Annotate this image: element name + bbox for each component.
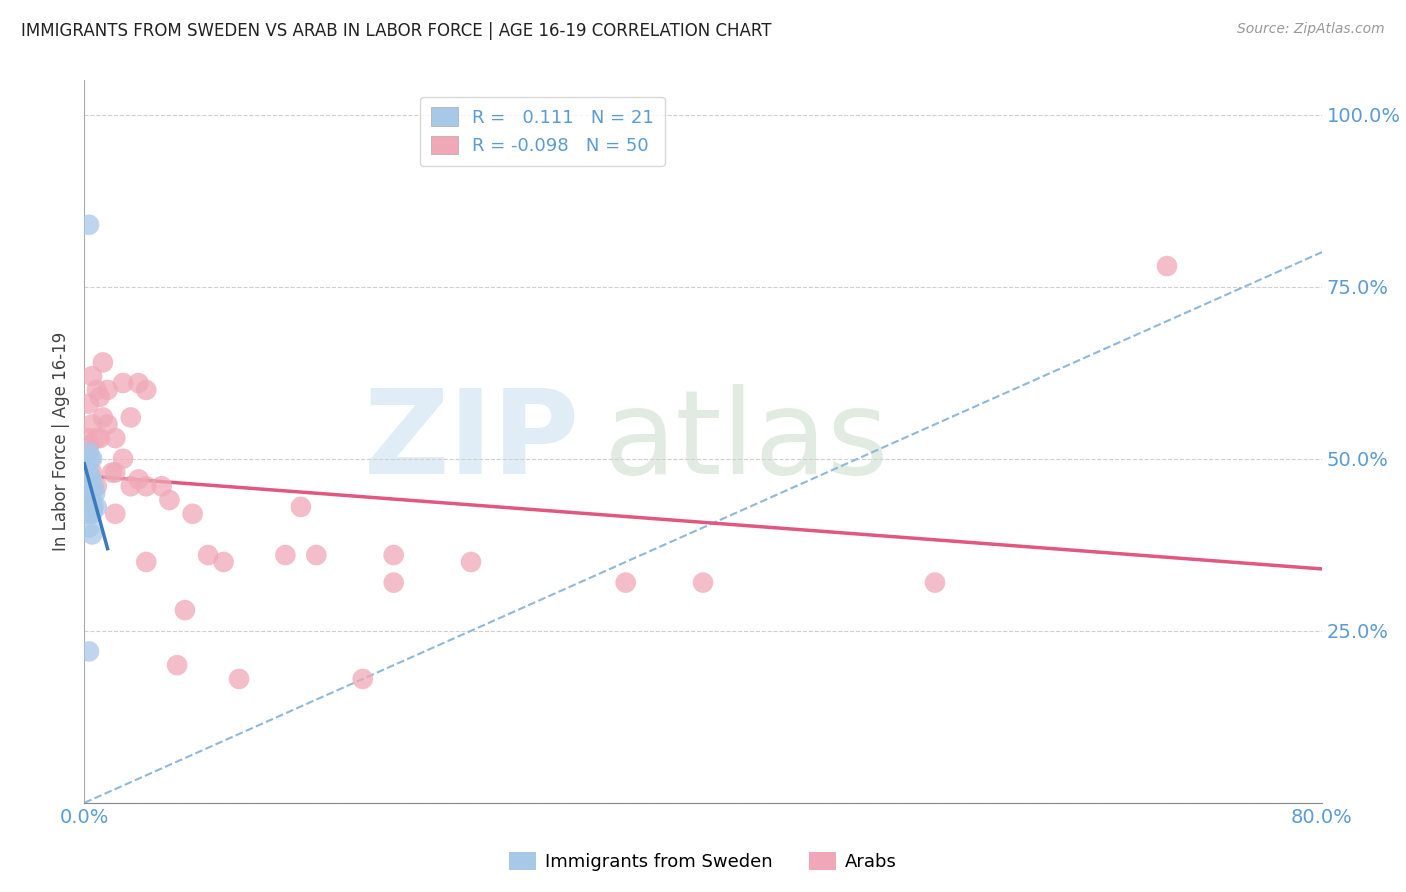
Y-axis label: In Labor Force | Age 16-19: In Labor Force | Age 16-19 (52, 332, 70, 551)
Point (101, 466, 124, 480)
Point (614, 575, 637, 590)
Point (76, 466, 98, 480)
Point (135, 479, 157, 493)
Point (228, 672, 250, 686)
Point (82, 417, 104, 432)
Point (135, 383, 157, 397)
Point (166, 658, 188, 673)
Legend: R =   0.111   N = 21, R = -0.098   N = 50: R = 0.111 N = 21, R = -0.098 N = 50 (419, 96, 665, 166)
Point (212, 555, 235, 569)
Point (382, 575, 405, 590)
Point (79, 451, 101, 466)
Point (84, 486, 107, 500)
Point (159, 493, 180, 508)
Point (127, 376, 149, 390)
Point (82, 493, 104, 508)
Point (79, 507, 101, 521)
Point (150, 479, 173, 493)
Point (77, 218, 100, 232)
Point (352, 672, 374, 686)
Point (79, 472, 101, 486)
Point (77, 479, 100, 493)
Point (83, 479, 105, 493)
Point (104, 466, 127, 480)
Point (77, 493, 100, 508)
Point (91, 410, 114, 425)
Point (290, 500, 312, 514)
Text: atlas: atlas (605, 384, 890, 499)
Point (112, 451, 135, 466)
Point (77, 644, 100, 658)
Point (112, 376, 135, 390)
Point (82, 466, 104, 480)
Point (77, 438, 100, 452)
Point (82, 507, 104, 521)
Point (86, 479, 108, 493)
Point (89, 390, 111, 404)
Point (77, 507, 100, 521)
Point (174, 603, 197, 617)
Point (77, 520, 100, 534)
Point (197, 548, 219, 562)
Point (82, 472, 104, 486)
Point (89, 431, 111, 445)
Point (82, 500, 104, 514)
Point (120, 410, 142, 425)
Point (382, 548, 405, 562)
Point (86, 431, 108, 445)
Point (82, 369, 104, 384)
Point (77, 397, 100, 411)
Point (82, 451, 104, 466)
Point (127, 472, 149, 486)
Point (181, 507, 204, 521)
Point (77, 445, 100, 459)
Legend: Immigrants from Sweden, Arabs: Immigrants from Sweden, Arabs (502, 845, 904, 879)
Point (96, 417, 118, 432)
Point (1156, 259, 1178, 273)
Point (96, 383, 118, 397)
Point (79, 493, 101, 508)
Point (274, 548, 297, 562)
Text: ZIP: ZIP (363, 384, 579, 499)
Text: IMMIGRANTS FROM SWEDEN VS ARAB IN LABOR FORCE | AGE 16-19 CORRELATION CHART: IMMIGRANTS FROM SWEDEN VS ARAB IN LABOR … (21, 22, 772, 40)
Point (82, 527, 104, 541)
Point (77, 466, 100, 480)
Point (83, 500, 105, 514)
Point (692, 575, 714, 590)
Point (76, 431, 98, 445)
Point (104, 431, 127, 445)
Point (120, 479, 142, 493)
Text: Source: ZipAtlas.com: Source: ZipAtlas.com (1237, 22, 1385, 37)
Point (91, 355, 114, 369)
Point (305, 548, 328, 562)
Point (77, 479, 100, 493)
Point (86, 383, 108, 397)
Point (86, 500, 108, 514)
Point (460, 555, 482, 569)
Point (135, 555, 157, 569)
Point (924, 575, 946, 590)
Point (104, 507, 127, 521)
